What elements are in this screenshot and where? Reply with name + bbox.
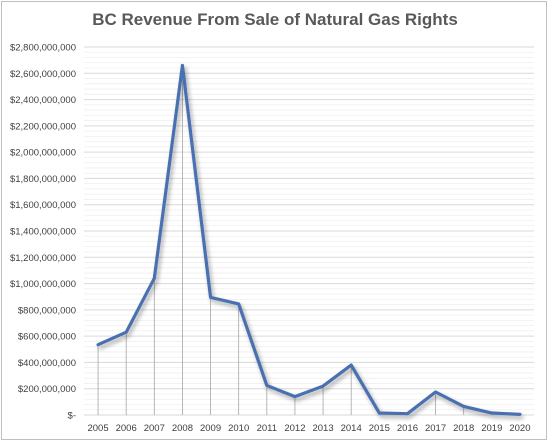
x-tick-label: 2010: [228, 423, 249, 434]
y-tick-label: $2,000,000,000: [10, 148, 76, 159]
y-axis-labels: $- $200,000,000 $400,000,000 $600,000,000 $8…: [10, 43, 76, 422]
y-tick-label: $800,000,000: [18, 305, 76, 316]
x-tick-label: 2011: [257, 423, 277, 434]
drop-lines: [97, 65, 521, 415]
x-tick-label: 2008: [172, 423, 193, 434]
y-tick-label: $1,600,000,000: [10, 200, 76, 211]
y-tick-label: $2,200,000,000: [10, 121, 76, 132]
x-tick-label: 2005: [87, 423, 108, 434]
series-line-group: [96, 63, 522, 416]
gridlines: [84, 46, 534, 416]
y-tick-label: $-: [68, 411, 76, 422]
y-tick-label: $600,000,000: [18, 332, 76, 343]
x-tick-label: 2018: [453, 423, 474, 434]
y-tick-label: $400,000,000: [18, 358, 76, 369]
x-tick-label: 2020: [509, 423, 530, 434]
x-tick-label: 2012: [284, 423, 305, 434]
y-tick-label: $1,800,000,000: [10, 174, 76, 185]
x-tick-label: 2013: [312, 423, 333, 434]
x-tick-label: 2017: [425, 423, 446, 434]
y-tick-label: $2,400,000,000: [10, 95, 76, 106]
x-tick-label: 2019: [481, 423, 502, 434]
x-tick-label: 2006: [116, 423, 137, 434]
chart-title: BC Revenue From Sale of Natural Gas Righ…: [92, 10, 458, 29]
series-line: [96, 63, 522, 416]
y-tick-label: $200,000,000: [18, 384, 76, 395]
y-tick-label: $1,400,000,000: [10, 227, 76, 238]
y-tick-label: $1,200,000,000: [10, 253, 76, 264]
y-tick-label: $1,000,000,000: [10, 279, 76, 290]
x-tick-label: 2014: [341, 423, 362, 434]
x-tick-label: 2007: [144, 423, 165, 434]
y-tick-label: $2,600,000,000: [10, 69, 76, 80]
x-tick-label: 2016: [397, 423, 418, 434]
x-axis-labels: 2005 2006 2007 2008 2009 2010 2011 2012 2013 2014…: [87, 423, 530, 434]
x-tick-label: 2015: [369, 423, 390, 434]
y-tick-label: $2,800,000,000: [10, 43, 76, 54]
x-tick-label: 2009: [200, 423, 221, 434]
